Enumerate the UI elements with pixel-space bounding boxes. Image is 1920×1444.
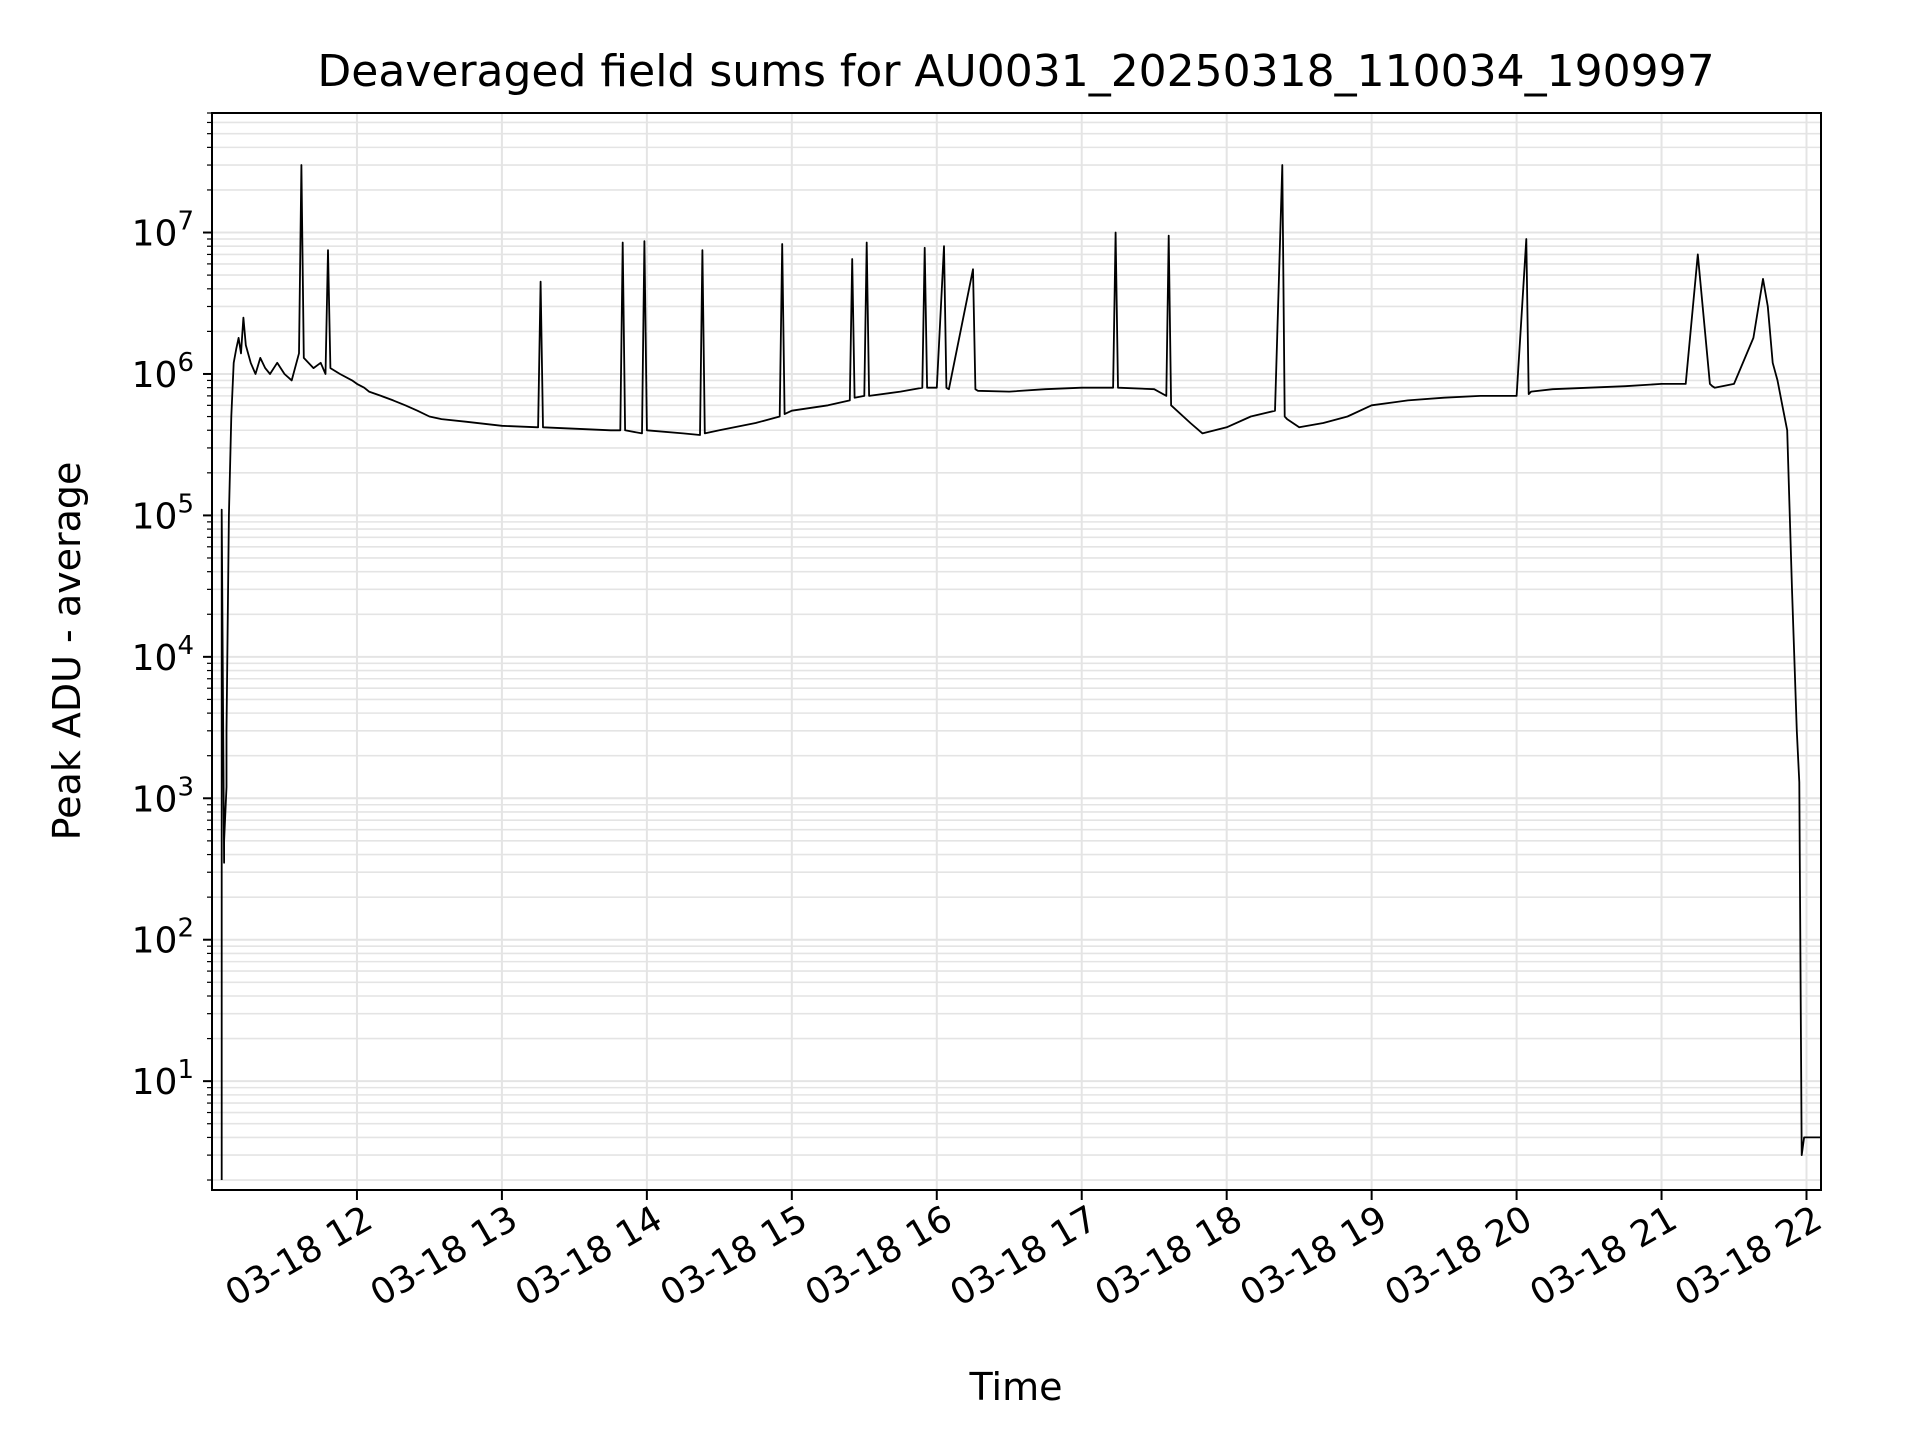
grid xyxy=(212,112,1821,1190)
y-tick-label: 107 xyxy=(132,207,194,255)
series-layer xyxy=(220,164,1821,1180)
y-axis: 101 102 103 104 105 106 107 xyxy=(132,112,212,1181)
y-tick-label: 104 xyxy=(132,631,194,679)
y-tick-label: 102 xyxy=(132,914,194,962)
series-line xyxy=(220,164,1821,1180)
y-tick-label: 103 xyxy=(132,772,194,820)
chart-title: Deaveraged field sums for AU0031_2025031… xyxy=(317,46,1714,97)
x-axis-label: Time xyxy=(969,1365,1063,1409)
y-tick-label: 106 xyxy=(132,348,194,396)
plot-frame xyxy=(211,112,1822,1191)
y-tick-label: 101 xyxy=(132,1055,194,1103)
y-axis-label: Peak ADU - average xyxy=(45,462,89,841)
y-tick-label: 105 xyxy=(132,489,194,537)
